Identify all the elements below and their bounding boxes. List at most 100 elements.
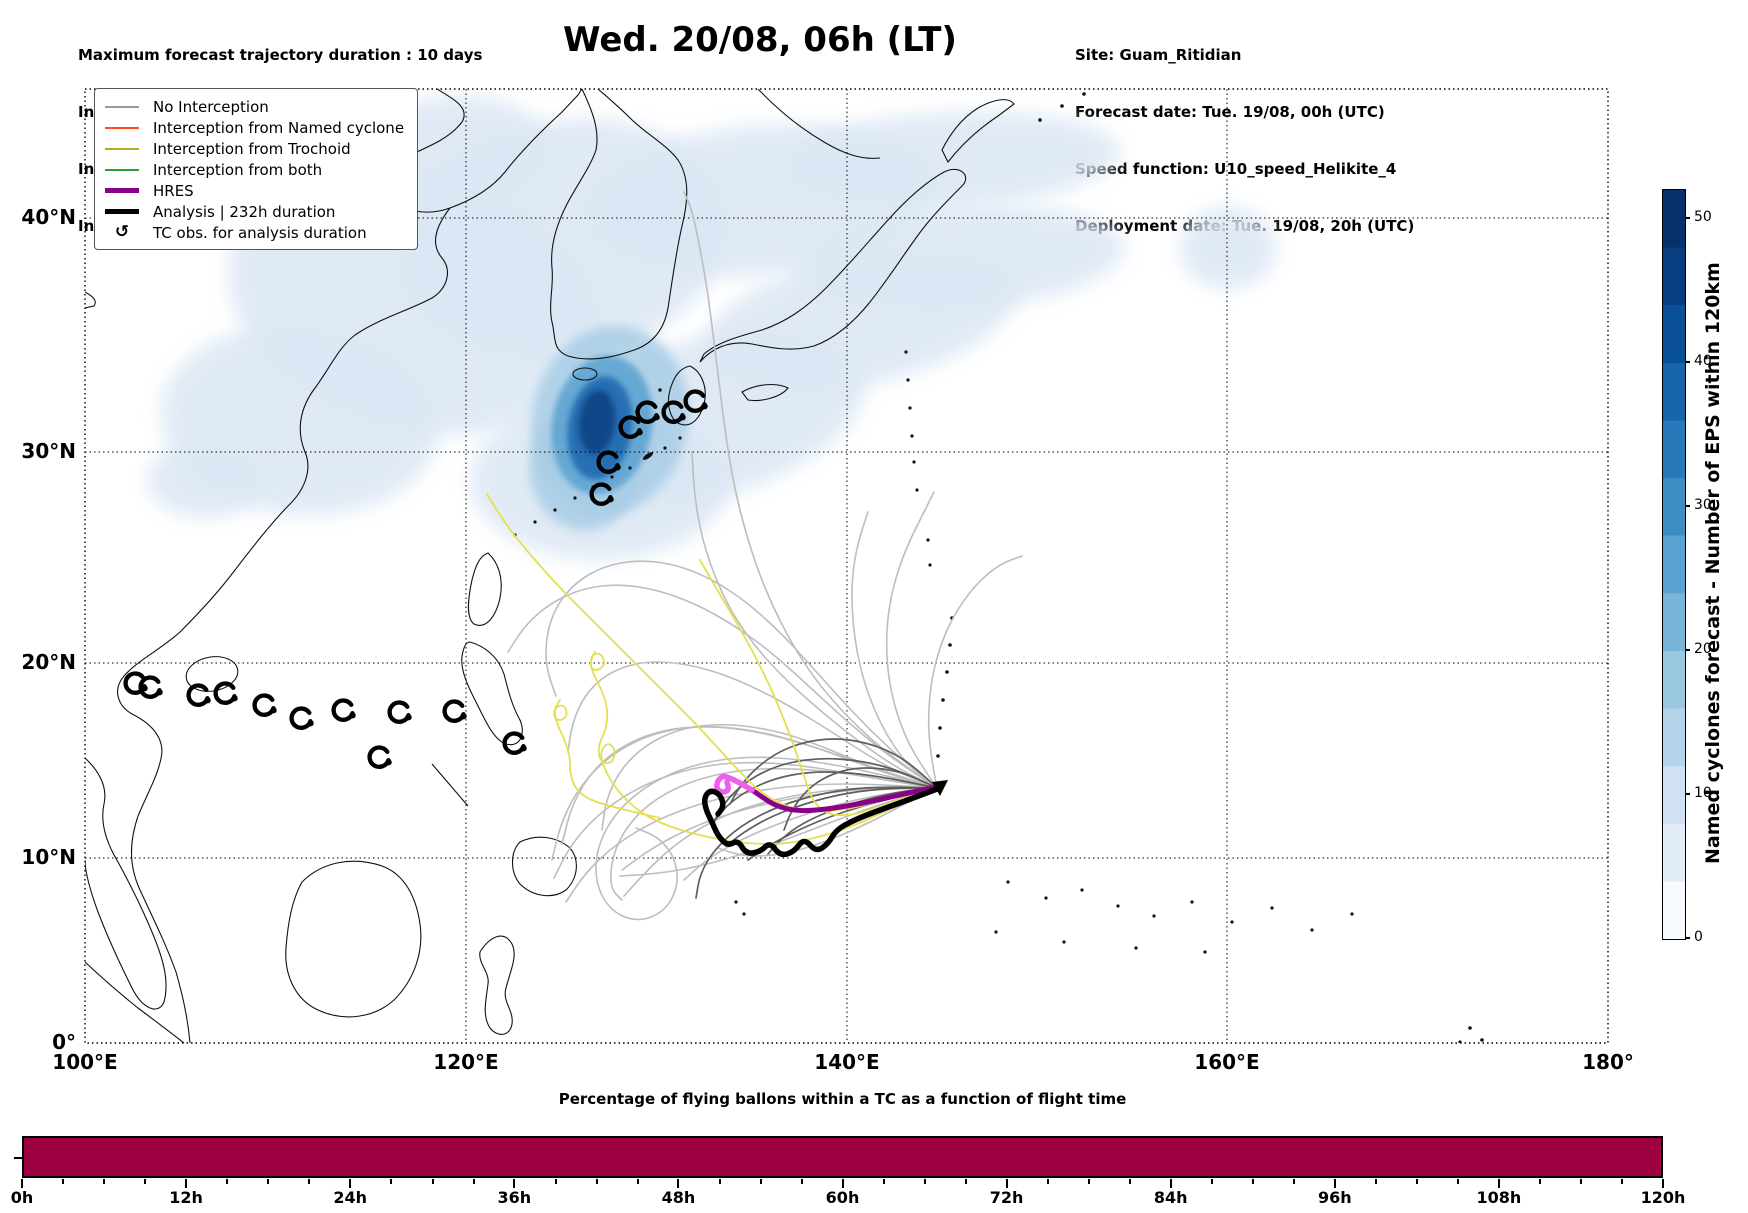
bottom-x-minor-tick <box>226 1179 229 1184</box>
bottom-x-tick-label: 36h <box>497 1188 532 1207</box>
tc-obs-icon: ↺ <box>114 222 130 242</box>
bottom-x-tick-label: 24h <box>333 1188 368 1207</box>
colorbar-tick <box>1685 216 1690 219</box>
no-interception-line-swatch <box>105 105 139 108</box>
bottom-x-minor-tick <box>390 1179 393 1184</box>
colorbar-tick <box>1685 648 1690 651</box>
bottom-x-major-tick <box>677 1179 680 1188</box>
bottom-x-minor-tick <box>1293 1179 1296 1184</box>
bottom-chart-title: Percentage of flying ballons within a TC… <box>558 1090 1127 1108</box>
bottom-x-tick-label: 120h <box>1640 1188 1686 1207</box>
bottom-x-tick-label: 48h <box>661 1188 696 1207</box>
colorbar-tick <box>1685 937 1690 939</box>
bottom-x-minor-tick <box>1539 1179 1542 1184</box>
colorbar-tick-label: 10 <box>1694 784 1712 801</box>
lat-tick-label: 20°N <box>21 650 76 674</box>
bottom-x-major-tick <box>349 1179 352 1188</box>
bottom-x-minor-tick <box>1416 1179 1419 1184</box>
bottom-x-minor-tick <box>1375 1179 1378 1184</box>
bottom-x-minor-tick <box>964 1179 967 1184</box>
map-legend: No Interception Interception from Named c… <box>94 88 418 250</box>
bottom-x-minor-tick <box>1621 1179 1624 1184</box>
legend-item: ↺ TC obs. for analysis duration <box>105 222 407 243</box>
colorbar <box>1662 189 1686 940</box>
legend-item-label: HRES <box>153 181 194 200</box>
legend-item: Interception from Trochoid <box>105 138 407 159</box>
figure-title: Wed. 20/08, 06h (LT) <box>563 20 957 60</box>
bottom-x-minor-tick <box>267 1179 270 1184</box>
max-duration-text: Maximum forecast trajectory duration : 1… <box>78 46 483 64</box>
legend-item-label: TC obs. for analysis duration <box>153 223 367 242</box>
lon-tick-label: 180° <box>1582 1050 1634 1074</box>
tc-obs-icon <box>255 696 277 715</box>
bottom-x-minor-tick <box>1252 1179 1254 1184</box>
colorbar-tick-label: 40 <box>1694 352 1712 369</box>
bottom-x-minor-tick <box>62 1179 65 1184</box>
bottom-x-tick-label: 108h <box>1476 1188 1522 1207</box>
bottom-x-tick-label: 12h <box>169 1188 203 1207</box>
lon-tick-label: 140°E <box>814 1050 880 1074</box>
bottom-x-major-tick <box>513 1179 516 1188</box>
lon-tick-label: 160°E <box>1194 1050 1260 1074</box>
bottom-x-tick-label: 96h <box>1317 1188 1352 1207</box>
tc-obs-icon <box>445 702 467 721</box>
lat-tick-label: 0° <box>52 1030 76 1054</box>
legend-item-label: Interception from Trochoid <box>153 139 351 158</box>
analysis-track <box>702 786 940 858</box>
bottom-x-minor-tick <box>1128 1179 1131 1184</box>
lon-tick-label: 120°E <box>433 1050 499 1074</box>
legend-item-label: Interception from Named cyclone <box>153 118 405 137</box>
bottom-x-major-tick <box>185 1179 188 1188</box>
tc-obs-icon <box>292 709 314 728</box>
lon-tick-label: 100°E <box>52 1050 118 1074</box>
interception-from-both-line-swatch <box>105 168 139 171</box>
legend-item: Analysis | 232h duration <box>105 201 407 222</box>
site-text: Site: Guam_Ritidian <box>1075 46 1242 64</box>
bottom-x-minor-tick <box>923 1179 926 1184</box>
bottom-x-minor-tick <box>882 1179 885 1184</box>
bottom-x-minor-tick <box>595 1179 598 1184</box>
bottom-chart-y-tick <box>14 1157 22 1159</box>
bottom-x-tick-label: 0h <box>10 1188 34 1207</box>
bottom-x-major-tick <box>1169 1179 1172 1188</box>
bottom-x-minor-tick <box>1210 1179 1213 1184</box>
bottom-x-minor-tick <box>636 1179 639 1184</box>
bottom-x-minor-tick <box>554 1179 557 1184</box>
map-frame <box>84 88 1609 1044</box>
bottom-x-tick-label: 72h <box>989 1188 1024 1207</box>
colorbar-tick-label: 0 <box>1694 929 1703 945</box>
bottom-x-minor-tick <box>1457 1179 1460 1184</box>
bottom-x-minor-tick <box>472 1179 475 1184</box>
colorbar-tick <box>1685 792 1690 795</box>
legend-item: Interception from Named cyclone <box>105 117 407 138</box>
forecast-date-text: Forecast date: Tue. 19/08, 00h (UTC) <box>1075 103 1385 121</box>
legend-item: No Interception <box>105 96 407 117</box>
interception-from-trochoid-line-swatch <box>105 147 139 150</box>
header-right-block: Site: Guam_Ritidian Forecast date: Tue. … <box>1075 8 1414 274</box>
legend-item-label: Analysis | 232h duration <box>153 202 336 221</box>
bottom-x-minor-tick <box>103 1179 106 1184</box>
bottom-x-minor-tick <box>144 1179 147 1184</box>
colorbar-tick <box>1685 504 1690 507</box>
bottom-x-major-tick <box>21 1179 23 1188</box>
tc-obs-icon <box>334 701 356 720</box>
grid-layer <box>85 89 1608 1043</box>
bottom-x-major-tick <box>1662 1179 1664 1188</box>
bottom-x-minor-tick <box>759 1179 762 1184</box>
colorbar-tick-label: 30 <box>1694 496 1712 513</box>
bottom-x-minor-tick <box>431 1179 434 1184</box>
bottom-x-minor-tick <box>1580 1179 1583 1184</box>
analysis-endpoint-arrow <box>932 780 948 796</box>
lat-tick-label: 30°N <box>21 439 76 463</box>
percentage-bar <box>22 1136 1663 1178</box>
legend-item-label: Interception from both <box>153 160 323 179</box>
colorbar-tick <box>1685 360 1690 363</box>
colorbar-tick-label: 50 <box>1694 208 1712 225</box>
colorbar-tick-label: 20 <box>1694 640 1712 657</box>
bottom-x-minor-tick <box>1046 1179 1049 1184</box>
bottom-x-major-tick <box>1497 1179 1500 1188</box>
trajectory-layer <box>486 191 1023 921</box>
bottom-x-minor-tick <box>308 1179 311 1184</box>
analysis-232h-duration-line-swatch <box>105 209 139 214</box>
lat-tick-label: 10°N <box>21 845 76 869</box>
